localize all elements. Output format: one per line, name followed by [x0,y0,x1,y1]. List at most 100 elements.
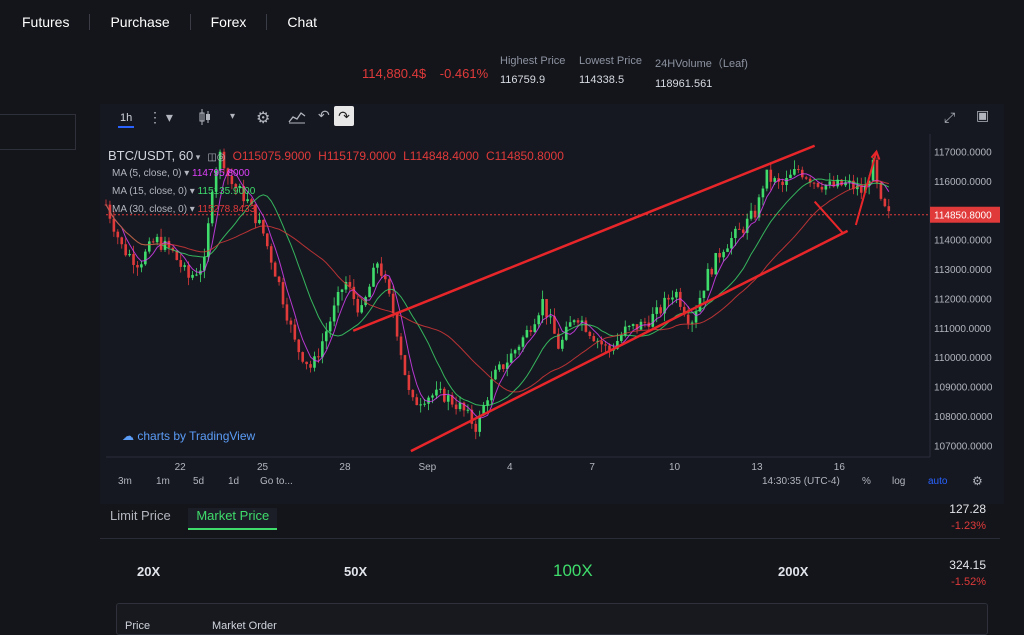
stat-value: 114338.5 [579,74,625,86]
time-tick-label: 7 [589,462,595,473]
candle-body [446,395,450,402]
undo-icon[interactable]: ↶ [318,107,330,123]
candle-body [297,339,301,353]
tab-market-price[interactable]: Market Price [188,508,278,530]
candle-body [289,320,293,325]
leverage-100x-button[interactable]: 100X [553,561,593,580]
candle-body [682,306,686,315]
market-list-item[interactable]: 324.15 -1.52% [896,558,986,588]
candle-body [387,279,391,294]
range-3m-button[interactable]: 3m [118,476,132,487]
symbol-label[interactable]: BTC/USDT, 60 [108,148,194,163]
legend-visibility-icon[interactable]: ◫◎ [207,152,226,163]
indicators-icon[interactable] [288,108,306,127]
chart-legend: BTC/USDT, 60 ▾ ◫◎ O115075.9000 H115179.0… [108,148,564,163]
leverage-200x-button[interactable]: 200X [778,564,809,579]
leverage-20x-button[interactable]: 20X [137,564,161,579]
percent-scale-button[interactable]: % [862,476,871,487]
candle-body [871,159,875,181]
ma-label: MA (5, close, 0) [112,168,182,179]
candle-body [840,179,843,186]
chart-plot-area[interactable]: 117000.0000116000.0000115000.0000114000.… [100,104,1004,504]
candle-body [502,364,505,369]
candlestick-type-icon[interactable] [198,108,212,129]
tradingview-attribution[interactable]: ☁ charts by TradingView [122,429,255,443]
candle-body [442,388,446,402]
candle-body [336,291,340,306]
ma-value: 115278.8433 [197,204,256,215]
price-tick-label: 110000.0000 [934,353,992,364]
candle-body [659,307,662,314]
range-1m-button[interactable]: 1m [156,476,170,487]
nav-futures[interactable]: Futures [22,14,70,30]
candle-body [360,305,363,313]
candle-body [415,397,419,406]
market-order-label: Market Order [212,620,277,632]
chart-bottom-toolbar: 3m 1m 5d 1d Go to... 14:30:35 (UTC-4) % … [100,474,1004,496]
interval-1h-button[interactable]: 1h [118,112,135,128]
candle-body [454,404,458,410]
candle-body [462,402,466,411]
candle-body [246,199,249,202]
candle-body [120,237,124,245]
trading-chart[interactable]: 1h ⋮ ▾ ▾ ⚙ ↶ ↷ ⤢ ▣ 117000.0000 116000.000… [100,104,1004,504]
candle-body [604,344,607,346]
ticker-change: -0.461% [439,66,489,81]
price-label: Price [125,620,151,632]
candle-body [785,178,788,185]
candle-body [620,335,623,341]
candle-body [380,263,383,276]
candle-body [859,185,863,193]
stat-label: Highest Price [500,55,566,67]
goto-button[interactable]: Go to... [260,476,293,487]
candle-body [309,364,312,368]
symbol-dropdown-icon[interactable]: ▾ [193,152,201,162]
candle-body [793,169,796,175]
candle-body [557,333,560,349]
candle-body [171,247,175,251]
price-tick-label: 112000.0000 [934,294,992,305]
candle-body [147,241,151,252]
range-5d-button[interactable]: 5d [193,476,205,487]
candle-body [151,241,155,243]
range-1d-button[interactable]: 1d [228,476,240,487]
projection-arrow-up [854,151,878,226]
price-tick-label: 113000.0000 [934,265,992,276]
gear-icon[interactable]: ⚙ [972,474,983,488]
top-nav: Futures Purchase Forex Chat [0,0,1024,44]
stat-value: 116759.9 [500,74,546,86]
gear-icon[interactable]: ⚙ [256,110,271,127]
chart-toolbar: 1h ⋮ ▾ ▾ ⚙ ↶ ↷ ⤢ ▣ [100,104,1004,134]
candle-body [250,199,253,205]
candle-body [545,299,548,318]
candle-body [832,181,836,187]
chart-type-dropdown-icon[interactable]: ▾ [230,111,236,122]
candle-body [132,253,135,265]
more-options-icon[interactable]: ⋮ ▾ [148,109,173,125]
time-tick-label: 16 [834,462,846,473]
nav-purchase[interactable]: Purchase [110,14,170,30]
market-list-item[interactable]: 127.28 -1.23% [896,502,986,532]
log-scale-button[interactable]: log [892,476,906,487]
nav-chat[interactable]: Chat [287,14,317,30]
candle-body [600,340,603,345]
stat-low: Lowest Price 114338.5 [579,55,642,86]
nav-forex[interactable]: Forex [210,14,247,30]
candle-body [643,321,647,323]
candle-body [423,403,426,405]
candle-body [273,262,277,277]
candle-body [328,321,332,332]
leverage-50x-button[interactable]: 50X [344,564,368,579]
auto-scale-button[interactable]: auto [928,476,948,487]
order-form-panel: Price Market Order [116,603,988,635]
fullscreen-icon[interactable]: ⤢ [944,109,956,125]
candle-body [340,289,344,292]
candle-body [383,275,387,280]
redo-icon[interactable]: ↷ [334,106,354,126]
candle-body [242,186,245,202]
projection-arrowhead-up [870,149,881,160]
candle-body [474,423,478,432]
candle-body [159,236,163,250]
tab-limit-price[interactable]: Limit Price [110,508,171,523]
camera-icon[interactable]: ▣ [976,107,990,123]
